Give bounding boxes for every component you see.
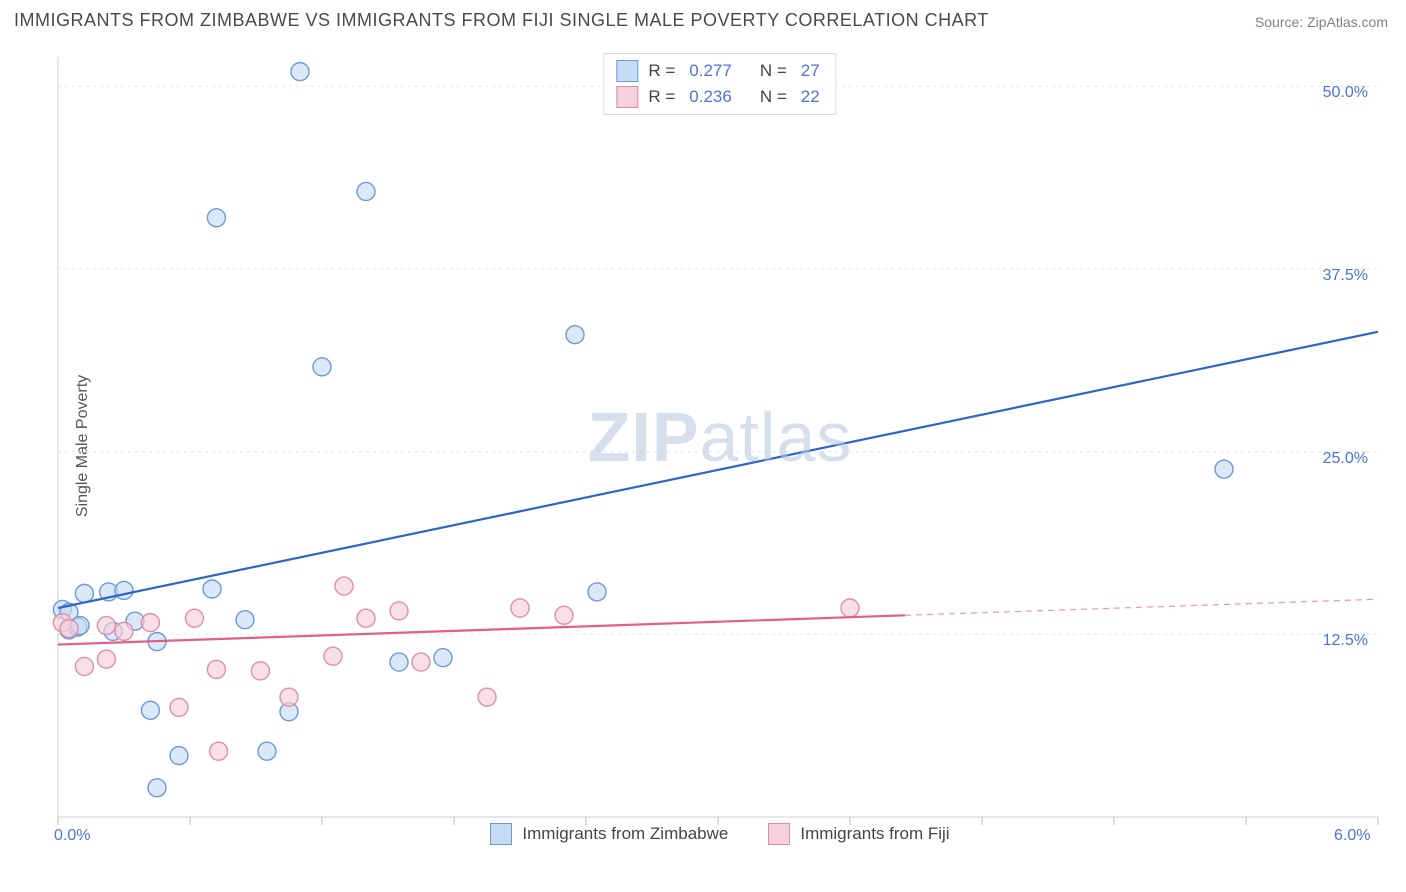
legend-swatch (616, 86, 638, 108)
chart-title: IMMIGRANTS FROM ZIMBABWE VS IMMIGRANTS F… (14, 10, 989, 31)
source-prefix: Source: (1255, 14, 1307, 30)
y-tick-label: 50.0% (1323, 84, 1368, 102)
legend-stats-row: R = 0.236 N = 22 (616, 84, 823, 110)
y-tick-label: 12.5% (1323, 632, 1368, 650)
legend-r-value: 0.236 (689, 87, 732, 107)
legend-swatch (490, 823, 512, 845)
legend-series-item: Immigrants from Fiji (768, 823, 949, 845)
legend-stats-row: R = 0.277 N = 27 (616, 58, 823, 84)
legend-series-label: Immigrants from Zimbabwe (522, 824, 728, 844)
legend-stats: R = 0.277 N = 27 R = 0.236 N = 22 (603, 53, 836, 115)
legend-r-label: R = (648, 87, 675, 107)
legend-series-item: Immigrants from Zimbabwe (490, 823, 728, 845)
y-tick-label: 37.5% (1323, 267, 1368, 285)
legend-series-label: Immigrants from Fiji (800, 824, 949, 844)
legend-n-value: 27 (801, 61, 820, 81)
chart-svg (50, 45, 1390, 845)
source-name: ZipAtlas.com (1307, 14, 1388, 30)
legend-series: Immigrants from Zimbabwe Immigrants from … (50, 823, 1390, 845)
x-tick-label: 0.0% (54, 827, 90, 845)
legend-r-value: 0.277 (689, 61, 732, 81)
legend-swatch (768, 823, 790, 845)
legend-n-value: 22 (801, 87, 820, 107)
y-tick-label: 25.0% (1323, 450, 1368, 468)
plot-area: ZIPatlas R =0.277N =27R =0.236N =22 Immi… (50, 45, 1390, 845)
source-label: Source: ZipAtlas.com (1255, 14, 1388, 30)
legend-r-label: R = (648, 61, 675, 81)
legend-n-label: N = (760, 61, 787, 81)
legend-n-label: N = (760, 87, 787, 107)
x-tick-label: 6.0% (1334, 827, 1370, 845)
legend-swatch (616, 60, 638, 82)
